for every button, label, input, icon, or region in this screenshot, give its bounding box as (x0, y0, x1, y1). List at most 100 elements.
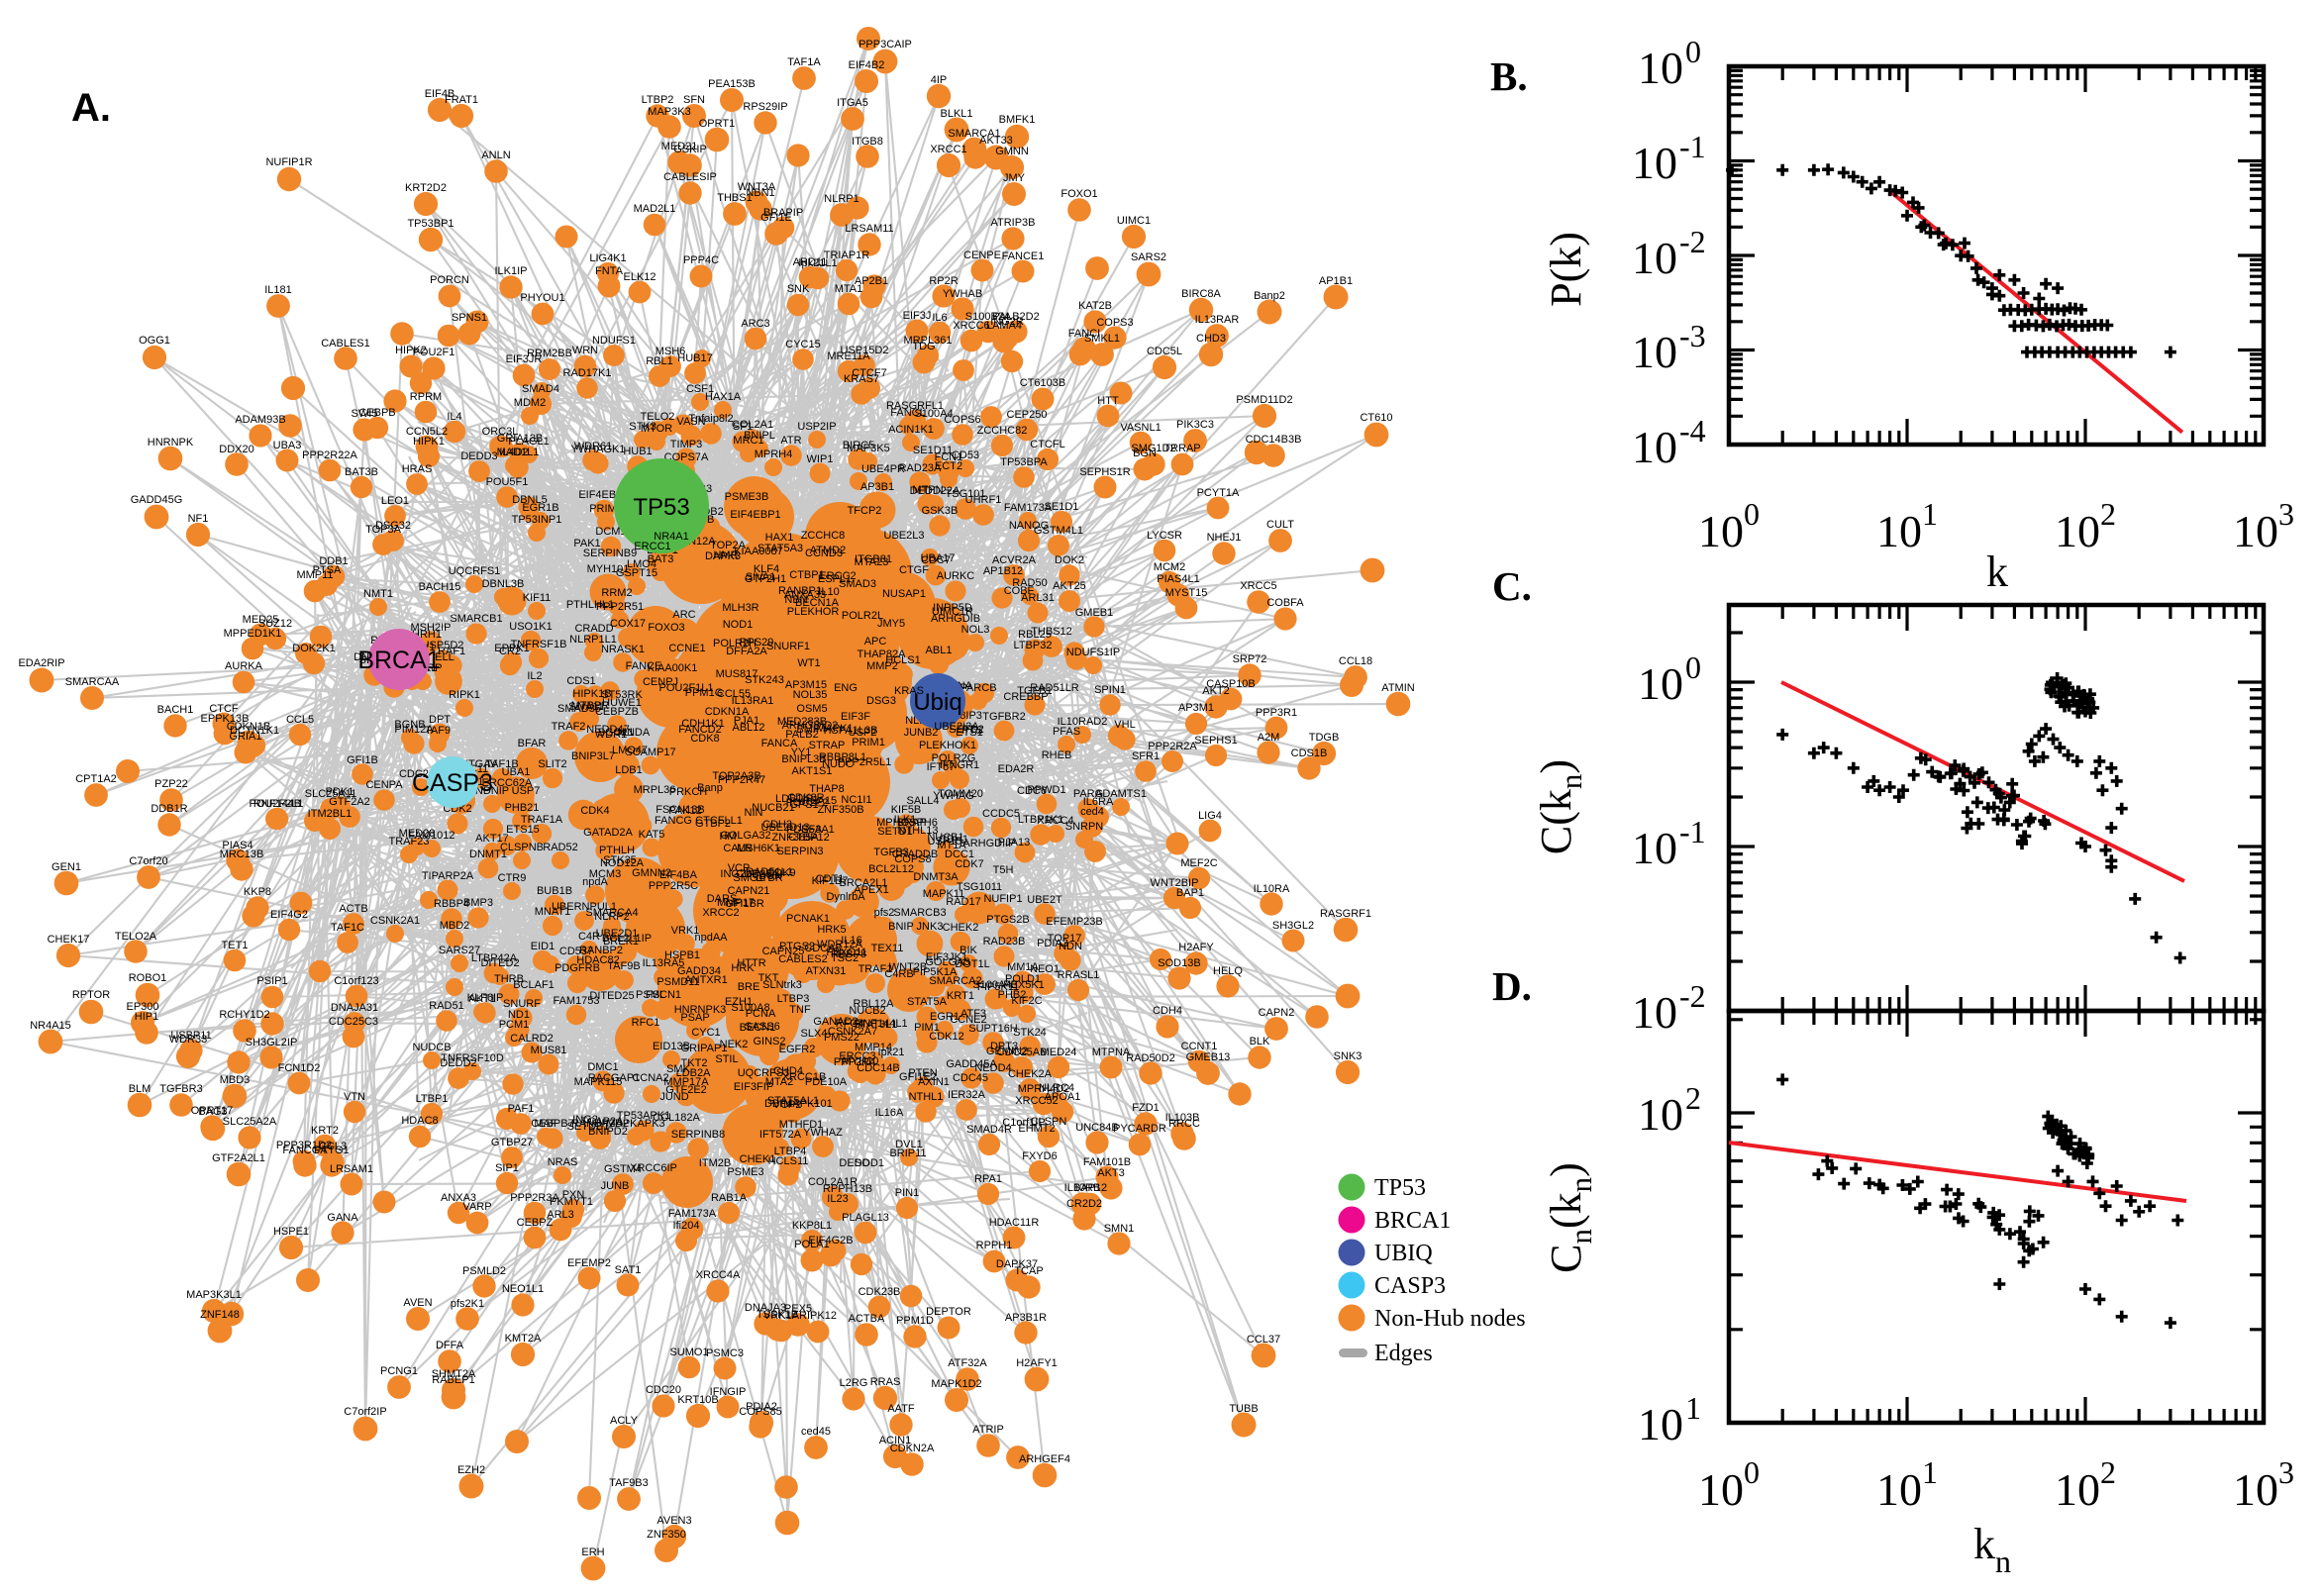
svg-text:CASP3: CASP3 (1374, 1273, 1446, 1299)
svg-text:PSIP1: PSIP1 (256, 975, 287, 987)
svg-text:MCM2: MCM2 (1154, 561, 1185, 573)
svg-text:ST53RK: ST53RK (601, 689, 643, 701)
svg-text:SF3A1: SF3A1 (801, 824, 835, 836)
svg-text:SFN: SFN (683, 94, 705, 106)
svg-text:TCAP2A: TCAP2A (581, 1116, 624, 1128)
svg-text:OPRT1: OPRT1 (699, 118, 735, 130)
svg-text:SETDB1: SETDB1 (567, 1121, 610, 1133)
svg-text:MPPED1K1: MPPED1K1 (224, 628, 282, 640)
svg-text:EZH2: EZH2 (457, 1464, 485, 1476)
svg-text:10: 10 (1632, 138, 1677, 188)
svg-text:POLR2L: POLR2L (842, 610, 883, 622)
svg-text:SNK: SNK (787, 283, 810, 295)
svg-text:H2AFY1: H2AFY1 (1016, 1357, 1058, 1369)
svg-text:RIPK1: RIPK1 (449, 689, 480, 701)
svg-text:C1orf1IP: C1orf1IP (1002, 1117, 1045, 1129)
svg-text:USBP11: USBP11 (170, 1030, 211, 1042)
svg-text:EIF4B2: EIF4B2 (849, 59, 885, 71)
svg-text:ING23B: ING23B (720, 868, 758, 880)
svg-text:GADD34: GADD34 (677, 965, 721, 977)
svg-text:NDUFS1: NDUFS1 (592, 335, 636, 347)
svg-text:IL103B: IL103B (1165, 1112, 1200, 1124)
svg-text:FNTA: FNTA (595, 265, 624, 277)
svg-text:UBIQ: UBIQ (1374, 1241, 1433, 1266)
svg-text:RBBP8L1: RBBP8L1 (819, 751, 866, 763)
svg-text:OPRT17: OPRT17 (191, 1105, 234, 1117)
svg-text:RNF144B: RNF144B (253, 798, 301, 810)
svg-text:UQCRFS3: UQCRFS3 (738, 1067, 790, 1079)
svg-text:UIMC1R: UIMC1R (932, 606, 973, 618)
svg-text:GSPT15: GSPT15 (616, 567, 657, 579)
svg-text:ITM2B: ITM2B (699, 1157, 731, 1169)
svg-text:LEO1: LEO1 (381, 495, 409, 507)
svg-text:SETD2: SETD2 (949, 724, 983, 736)
svg-text:-2: -2 (1679, 224, 1706, 259)
svg-text:POU5F1: POU5F1 (486, 476, 529, 488)
svg-text:MMP17: MMP17 (717, 897, 755, 909)
svg-text:GSK3B: GSK3B (922, 505, 959, 517)
svg-text:CDC6: CDC6 (1017, 785, 1047, 797)
svg-text:TAF9: TAF9 (425, 725, 451, 737)
svg-text:CEP250: CEP250 (1007, 409, 1048, 421)
svg-text:CDC25A: CDC25A (736, 868, 779, 880)
svg-text:PHB2: PHB2 (998, 989, 1027, 1001)
svg-text:AVEN3: AVEN3 (656, 1515, 691, 1527)
svg-text:10: 10 (1632, 422, 1677, 472)
svg-text:MAPK101: MAPK101 (783, 1098, 833, 1110)
svg-text:NOL3: NOL3 (961, 624, 990, 636)
svg-text:HAX1A: HAX1A (705, 391, 742, 403)
svg-text:TP53BP1: TP53BP1 (407, 218, 454, 230)
svg-text:CDS1B: CDS1B (1291, 748, 1328, 759)
svg-text:PSAP: PSAP (680, 1012, 709, 1024)
svg-text:KRAS7: KRAS7 (844, 373, 879, 385)
svg-text:D.: D. (1492, 963, 1532, 1009)
svg-text:RAF1: RAF1 (438, 646, 465, 657)
svg-text:PIM1: PIM1 (914, 1022, 940, 1034)
svg-text:SOD13B: SOD13B (1158, 957, 1200, 969)
svg-text:-4: -4 (1679, 413, 1706, 449)
svg-text:ELK12: ELK12 (623, 271, 656, 283)
svg-text:MTOR: MTOR (641, 423, 672, 435)
svg-text:ZCCHC82: ZCCHC82 (977, 425, 1028, 437)
svg-text:CABLES2: CABLES2 (778, 953, 828, 965)
svg-text:SH3GL2: SH3GL2 (1272, 920, 1314, 932)
svg-text:NLRC4: NLRC4 (1039, 1082, 1074, 1094)
svg-text:SLC25A2A: SLC25A2A (223, 1116, 277, 1128)
svg-text:0: 0 (1685, 34, 1701, 69)
svg-text:ARC3: ARC3 (741, 318, 769, 330)
svg-text:HRAS: HRAS (402, 463, 433, 475)
svg-text:HIP1: HIP1 (135, 1011, 158, 1023)
svg-text:PPP2R22A: PPP2R22A (302, 449, 357, 461)
svg-text:LRSAM11: LRSAM11 (845, 223, 893, 235)
svg-text:ARL3: ARL3 (547, 1209, 574, 1221)
svg-text:Non-Hub nodes: Non-Hub nodes (1374, 1306, 1526, 1332)
svg-text:SNURF1: SNURF1 (766, 641, 810, 652)
svg-text:MED21: MED21 (661, 141, 698, 152)
svg-text:GFI1E2: GFI1E2 (899, 1071, 937, 1083)
svg-text:MTA2: MTA2 (765, 1076, 794, 1088)
svg-text:WT1: WT1 (797, 657, 820, 669)
svg-text:RAD50D2: RAD50D2 (1126, 1052, 1175, 1064)
svg-text:MTPNA: MTPNA (1092, 1047, 1131, 1058)
svg-text:BNIPD2: BNIPD2 (588, 1126, 628, 1138)
svg-text:XRCC2: XRCC2 (702, 907, 739, 919)
svg-text:TRIAP1R: TRIAP1R (824, 249, 870, 261)
svg-text:RRAS: RRAS (870, 1376, 901, 1388)
svg-text:IL4D2: IL4D2 (499, 447, 528, 458)
svg-text:BAG3: BAG3 (198, 1106, 227, 1118)
svg-text:MLH3R: MLH3R (722, 602, 758, 614)
svg-text:PJA13: PJA13 (998, 837, 1030, 848)
svg-text:CTCF: CTCF (209, 703, 239, 715)
svg-text:SWI5: SWI5 (352, 408, 378, 420)
svg-text:Edges: Edges (1374, 1341, 1433, 1366)
svg-text:PCNA: PCNA (746, 1008, 776, 1020)
svg-text:SETD1: SETD1 (877, 826, 912, 838)
svg-text:MAPK1D2: MAPK1D2 (931, 1378, 981, 1390)
svg-text:TIMP3: TIMP3 (670, 439, 702, 450)
svg-text:10: 10 (1876, 506, 1922, 556)
svg-text:UHRF1: UHRF1 (965, 494, 1002, 506)
svg-text:DEDD2: DEDD2 (440, 1057, 476, 1069)
svg-text:DSG3: DSG3 (866, 695, 896, 707)
svg-text:GMEB13: GMEB13 (1186, 1051, 1231, 1063)
svg-text:DEPTOR: DEPTOR (926, 1306, 971, 1318)
